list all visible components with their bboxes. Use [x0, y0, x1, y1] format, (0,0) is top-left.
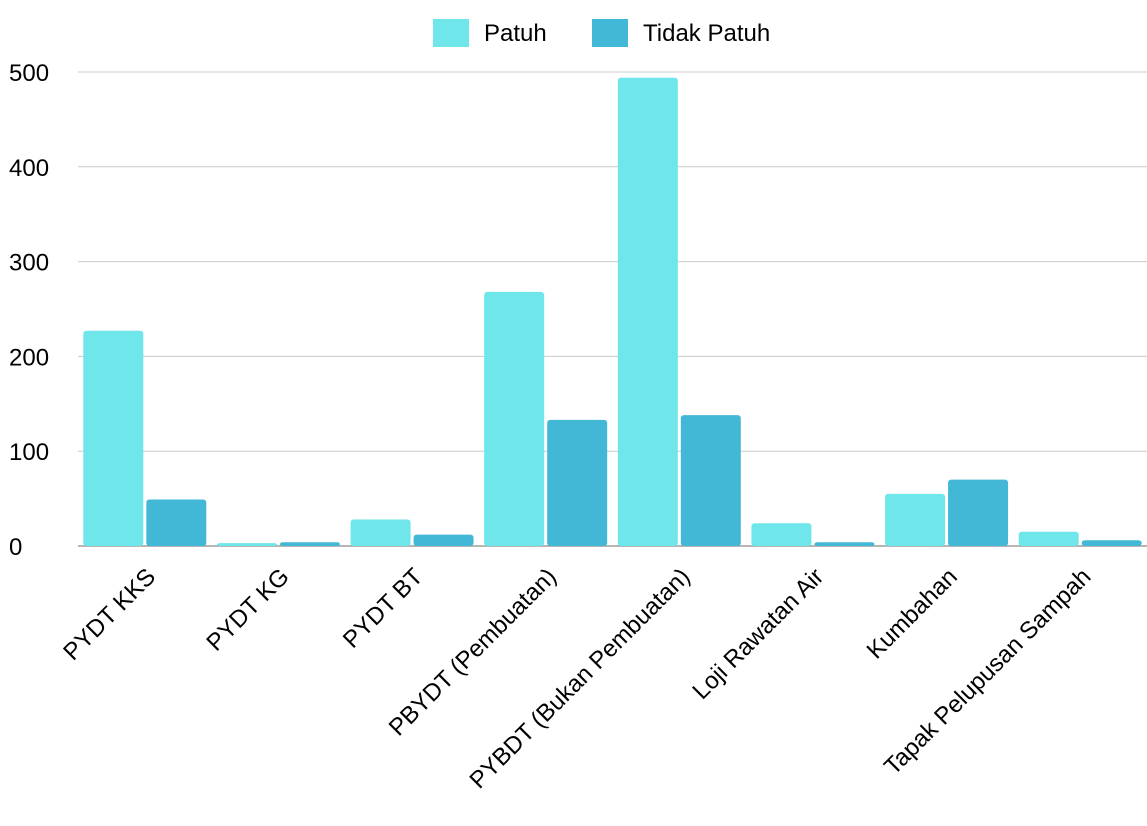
bar-tidak-patuh — [279, 542, 340, 546]
y-tick-label: 500 — [9, 60, 49, 87]
bar-patuh — [1018, 531, 1079, 546]
x-tick-label: Kumbahan — [862, 563, 963, 664]
bar-tidak-patuh — [146, 499, 207, 546]
x-tick-label: PYDT KG — [201, 563, 294, 656]
legend-swatch-patuh — [433, 19, 469, 47]
bar-tidak-patuh — [814, 542, 875, 546]
grid-lines — [78, 71, 1147, 547]
bar-patuh — [484, 291, 545, 546]
y-tick-label: 400 — [9, 155, 49, 182]
bar-patuh — [216, 543, 277, 546]
bar-patuh — [350, 519, 411, 546]
x-tick-label: PYDT BT — [338, 563, 429, 654]
bar-patuh — [617, 77, 678, 547]
bar-patuh — [885, 493, 946, 546]
bar-tidak-patuh — [1081, 540, 1142, 546]
bar-tidak-patuh — [948, 479, 1009, 546]
bar-tidak-patuh — [547, 419, 608, 546]
y-tick-label: 0 — [9, 534, 22, 561]
bar-patuh — [83, 330, 144, 546]
legend-label-tidak-patuh: Tidak Patuh — [643, 20, 770, 47]
bar-tidak-patuh — [413, 534, 474, 546]
legend-swatch-tidak-patuh — [592, 19, 628, 47]
bar-tidak-patuh — [680, 415, 741, 546]
bar-patuh — [751, 523, 812, 546]
y-axis-ticks: 0 100 200 300 400 500 — [9, 60, 49, 561]
y-tick-label: 300 — [9, 250, 49, 277]
bars — [83, 77, 1142, 547]
x-tick-label: PYBDT (Bukan Pembuatan) — [465, 563, 696, 794]
y-tick-label: 100 — [9, 439, 49, 466]
x-tick-label: Loji Rawatan Air — [687, 563, 829, 705]
y-tick-label: 200 — [9, 344, 49, 371]
legend-label-patuh: Patuh — [484, 20, 547, 47]
chart-legend: Patuh Tidak Patuh — [433, 19, 770, 47]
x-tick-label: PYDT KKS — [58, 563, 161, 666]
